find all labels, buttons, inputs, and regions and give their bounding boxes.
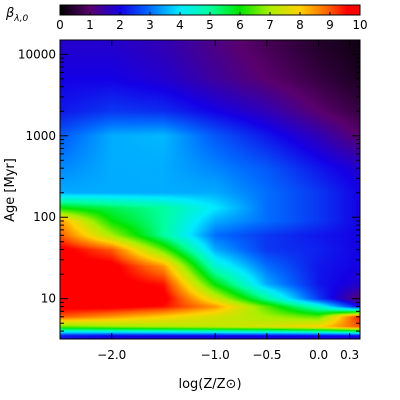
colorbar-gradient	[60, 5, 360, 15]
colorbar-tick-label: 1	[86, 18, 94, 32]
x-tick-label: 0.3	[340, 348, 359, 362]
plot-area: −2.0 −1.0 −0.5 0.0 0.3 10 100 1000 10000	[18, 39, 361, 362]
plot-frame	[59, 39, 361, 340]
colorbar-tick-label: 7	[266, 18, 274, 32]
colorbar-title-main: β	[5, 6, 14, 21]
y-tick-label: 10	[41, 292, 56, 306]
colorbar-ticks: 0 1 2 3 4 5 6 7 8 9 10	[56, 12, 368, 32]
colorbar-tick-label: 10	[352, 18, 367, 32]
x-tick-label: 0.0	[309, 348, 328, 362]
colorbar-tick-label: 0	[56, 18, 64, 32]
x-tick-label: −1.0	[201, 348, 230, 362]
y-tick-label: 1000	[25, 129, 56, 143]
x-axis-ticks: −2.0 −1.0 −0.5 0.0 0.3	[97, 40, 359, 362]
colorbar-tick-label: 9	[326, 18, 334, 32]
y-axis-ticks: 10 100 1000 10000	[18, 47, 360, 332]
colorbar: βλ,0 0 1 2 3 4 5 6 7 8 9 10	[5, 4, 368, 32]
colorbar-tick-label: 5	[206, 18, 214, 32]
colorbar-tick-label: 6	[236, 18, 244, 32]
heatmap-image	[60, 40, 360, 339]
y-axis-title: Age [Myr]	[3, 158, 18, 222]
colorbar-tick-label: 4	[176, 18, 184, 32]
colorbar-tick-label: 3	[146, 18, 154, 32]
y-tick-label: 10000	[18, 47, 56, 61]
colorbar-title: βλ,0	[5, 6, 28, 24]
x-tick-label: −2.0	[97, 348, 126, 362]
colorbar-title-sub: λ,0	[13, 14, 28, 24]
x-axis-title: log(Z/Z⊙)	[178, 377, 241, 392]
y-tick-label: 100	[33, 210, 56, 224]
colorbar-tick-label: 2	[116, 18, 124, 32]
colorbar-tick-label: 8	[296, 18, 304, 32]
x-tick-label: −0.5	[252, 348, 281, 362]
